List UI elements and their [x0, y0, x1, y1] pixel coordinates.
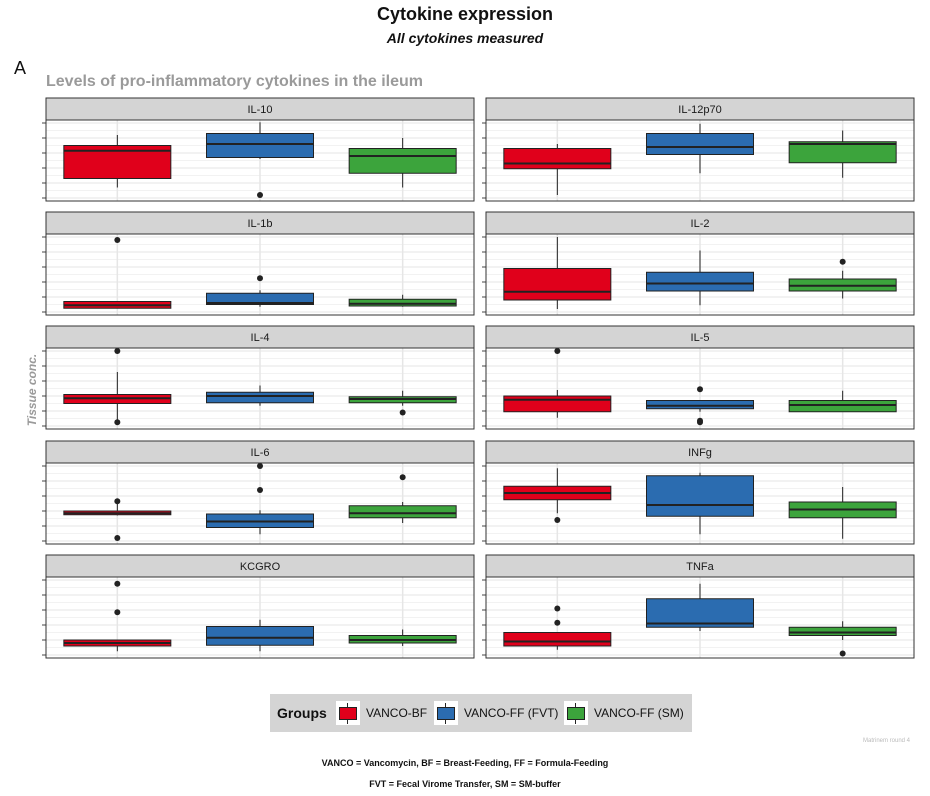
facet-strip-label: IL-5 [691, 332, 710, 344]
box-vanco-ff-fvt- [646, 475, 754, 517]
box-vanco-bf [503, 632, 612, 647]
box-vanco-ff-sm- [348, 148, 457, 174]
panel-border [45, 462, 475, 545]
panel-border [485, 233, 915, 316]
box-vanco-ff-fvt- [206, 626, 314, 646]
box-vanco-ff-sm- [348, 505, 457, 519]
outlier-point [114, 419, 121, 426]
box-vanco-bf [503, 395, 612, 413]
outlier-point [839, 258, 846, 265]
outlier-point [697, 386, 703, 393]
outlier-point [257, 275, 263, 282]
outlier-point [257, 463, 263, 469]
outlier-point [697, 419, 703, 426]
outlier-point [257, 487, 263, 493]
outlier-point [554, 605, 561, 612]
panel-letter: A [14, 58, 27, 78]
box-vanco-ff-fvt- [646, 400, 754, 410]
box-vanco-ff-sm- [788, 400, 897, 413]
outlier-point [114, 535, 121, 541]
legend-key-vanco-ff-sm [564, 701, 588, 725]
outlier-point [114, 498, 121, 505]
box-vanco-bf [503, 148, 612, 170]
chart-title: Cytokine expression [376, 4, 554, 24]
panel-border [45, 119, 475, 202]
outlier-point [114, 237, 121, 243]
facet-strip-label: IL-12p70 [678, 104, 721, 116]
facet-plot: IL-10 IL-12p70 IL-1b IL-2 IL-4 IL-5 IL-6 INFg KC… [42, 97, 915, 659]
legend: Groups VANCO-BF VANCO-FF (FVT) VANCO-FF … [270, 694, 692, 732]
box-vanco-ff-fvt- [646, 133, 754, 155]
outlier-point [114, 609, 121, 616]
facet-strip-label: IL-4 [251, 332, 270, 344]
legend-swatch [437, 707, 455, 720]
panel-border [45, 347, 475, 430]
panel-border [485, 119, 915, 202]
legend-key-vanco-bf [336, 701, 360, 725]
outlier-point [839, 650, 846, 657]
footnote-groups: FVT = Fecal Virome Transfer, SM = SM-buf… [369, 779, 561, 789]
outlier-point [399, 474, 406, 481]
facet-strip-label: KCGRO [240, 561, 281, 573]
facet-strip-label: INFg [688, 447, 712, 459]
facet-strip-label: IL-1b [247, 218, 272, 230]
facet-strip-label: TNFa [686, 561, 714, 573]
outlier-point [554, 517, 561, 523]
legend-title: Groups [277, 705, 327, 721]
box-vanco-ff-fvt- [206, 391, 314, 404]
panel-border [45, 233, 475, 316]
box-vanco-bf [503, 268, 612, 301]
caption: Matrinem round 4 [863, 738, 911, 744]
legend-swatch [567, 707, 585, 720]
outlier-point [399, 409, 406, 416]
outlier-point [114, 348, 121, 354]
footnote-abbreviations: VANCO = Vancomycin, BF = Breast-Feeding,… [321, 758, 609, 768]
outlier-point [114, 580, 121, 587]
panel-border [485, 347, 915, 430]
panel-border [485, 462, 915, 545]
box-vanco-ff-fvt- [206, 292, 314, 305]
panel-border [485, 576, 915, 659]
legend-key-vanco-ff-fvt [434, 701, 458, 725]
section-title: Levels of pro-inflammatory cytokines in … [46, 73, 423, 90]
panel-border [45, 576, 475, 659]
outlier-point [257, 192, 263, 198]
box-vanco-ff-fvt- [206, 133, 314, 158]
legend-label-vanco-bf: VANCO-BF [366, 706, 428, 720]
facet-strip-label: IL-10 [247, 104, 272, 116]
facet-strip-label: IL-6 [251, 447, 270, 459]
legend-swatch [339, 707, 357, 720]
box-vanco-ff-sm- [788, 141, 897, 164]
box-vanco-ff-sm- [348, 298, 457, 307]
chart-subtitle: All cytokines measured [386, 30, 544, 46]
legend-label-vanco-ff-sm: VANCO-FF (SM) [594, 706, 684, 720]
box-vanco-ff-sm- [788, 626, 897, 636]
outlier-point [554, 348, 561, 354]
box-vanco-ff-fvt- [646, 271, 754, 292]
legend-label-vanco-ff-fvt: VANCO-FF (FVT) [464, 706, 559, 720]
outlier-point [554, 619, 561, 626]
facet-strip-label: IL-2 [691, 218, 710, 230]
